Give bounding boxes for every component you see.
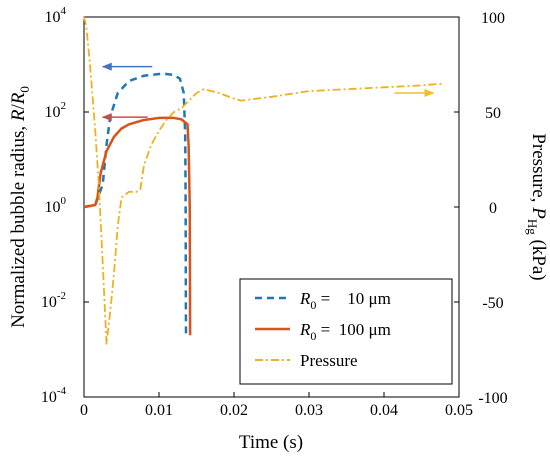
x-tick-label: 0.02 (220, 402, 248, 419)
right-y-tick-label: -100 (478, 390, 507, 407)
x-tick-label: 0.04 (370, 402, 398, 419)
x-axis-ticks: 0 0.01 0.02 0.03 0.04 0.05 (80, 392, 473, 419)
right-y-axis-ticks: -100 -50 0 50 100 (454, 10, 508, 407)
legend-entry-r0-10um: R0 = 10 μm (299, 289, 391, 312)
x-tick-label: 0.05 (445, 402, 473, 419)
right-y-tick-label: 100 (481, 10, 505, 27)
x-tick-label: 0 (80, 402, 88, 419)
series-r0-100um-line (83, 116, 192, 336)
x-tick-label: 0.03 (295, 402, 323, 419)
left-y-tick-label: 102 (45, 100, 67, 121)
x-axis-label: Time (s) (239, 432, 303, 453)
annotation-layer (101, 62, 435, 122)
x-tick-label: 0.01 (145, 402, 173, 419)
legend: R0 = 10 μm R0 = 100 μm Pressure (239, 278, 453, 385)
series-pressure-line (83, 16, 445, 345)
left-y-tick-label: 10-2 (41, 290, 66, 311)
right-y-axis-label: Pressure, PHg (kPa) (525, 133, 549, 280)
legend-entry-r0-100um: R0 = 100 μm (299, 320, 391, 343)
left-y-tick-label: 100 (45, 195, 67, 216)
right-y-tick-label: 0 (489, 200, 497, 217)
series-r0-10um-line (83, 72, 188, 336)
right-y-tick-label: -50 (482, 295, 503, 312)
left-y-axis-label: Normalized bubble radius, R/R0 (8, 86, 32, 328)
right-y-tick-label: 50 (485, 105, 501, 122)
legend-box (239, 278, 453, 385)
left-y-axis-ticks: 10-4 10-2 100 102 104 (41, 5, 89, 406)
series-layer (83, 16, 445, 345)
left-y-tick-label: 104 (45, 5, 67, 26)
left-y-tick-label: 10-4 (41, 385, 67, 406)
legend-entry-pressure: Pressure (300, 351, 358, 370)
